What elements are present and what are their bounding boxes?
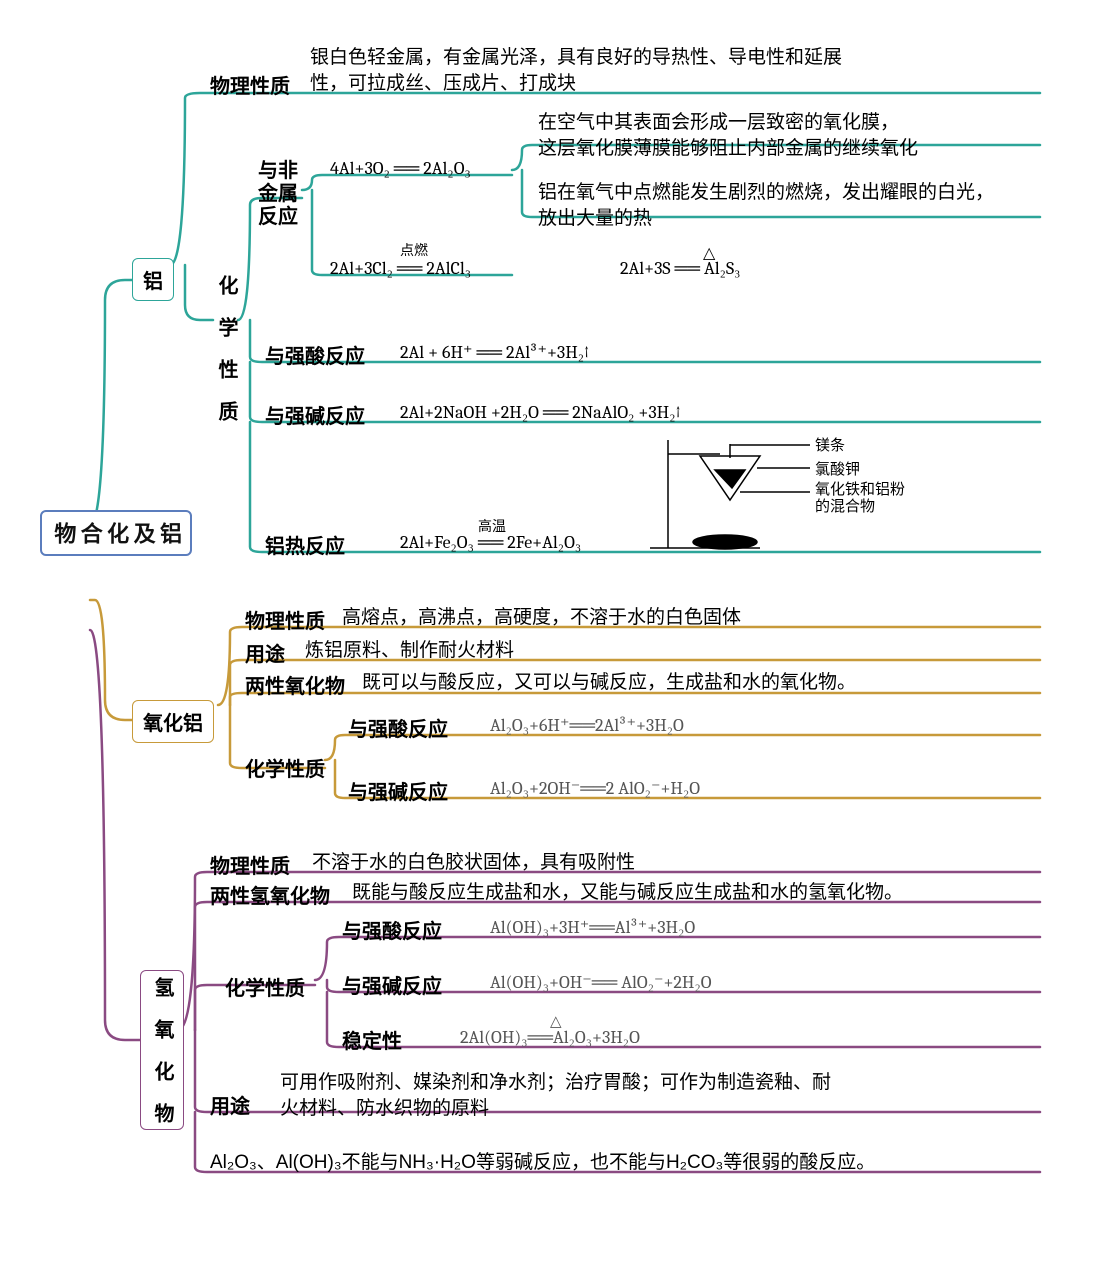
al2o3-use-text: 炼铝原料、制作耐火材料 [305,638,514,664]
al2o3-chem-label: 化学性质 [245,753,325,782]
mindmap: 铝 及 化 合 物 铝 氧化铝 氢 氧 化 物 物理性质 银白色轻金属，有金属光… [0,0,1096,1280]
root-label: 铝 及 化 合 物 [50,522,182,544]
al2o3-use-label: 用途 [245,638,285,667]
al-nonmetal-note1: 在空气中其表面会形成一层致密的氧化膜， 这层氧化膜薄膜能够阻止内部金属的继续氧化 [538,110,918,161]
al-chem-label: 化 学 性 质 [214,275,237,421]
al-phys-text: 银白色轻金属，有金属光泽，具有良好的导热性、导电性和延展 性，可拉成丝、压成片、… [310,45,842,96]
al-phys-label: 物理性质 [210,70,290,99]
aloh3-acid-eq: Al(OH)₃+3H⁺══Al³⁺+3H₂O [490,917,695,938]
thermite-kclo3: 氯酸钾 [815,460,860,480]
aloh3-phys-label: 物理性质 [210,850,290,879]
al-nonmetal-eq2: 2Al+3Cl₂ ══ 2AlCl₃ [330,258,471,279]
al-nonmetal-eq2-cond: 点燃 [400,240,428,260]
al2o3-base-eq: Al₂O₃+2OH⁻══2 AlO₂⁻+H₂O [490,778,700,799]
al2o3-ampho-label: 两性氧化物 [245,670,345,699]
al-base-label: 与强碱反应 [265,400,365,429]
thermite-apparatus-icon [650,440,810,549]
aloh3-use-label: 用途 [210,1090,250,1119]
aloh3-stable-cond: △ [550,1012,562,1030]
al-nonmetal-label: 与非 金属 反应 [258,160,298,229]
aloh3-ampho-label: 两性氢氧化物 [210,880,330,909]
aloh3-stable-eq: 2Al(OH)₃══Al₂O₃+3H₂O [460,1027,640,1048]
aloh3-ampho-text: 既能与酸反应生成盐和水，又能与碱反应生成盐和水的氢氧化物。 [352,880,903,906]
aloh3-use-text: 可用作吸附剂、媒染剂和净水剂；治疗胃酸；可作为制造瓷釉、耐 火材料、防水织物的原… [280,1070,831,1121]
al-nonmetal-eq3: 2Al+3S ══ Al₂S₃ [620,258,740,279]
thermite-mg: 镁条 [815,436,845,456]
al-nonmetal-eq3-cond: △ [703,243,715,262]
al2o3-acid-eq: Al₂O₃+6H⁺══2Al³⁺+3H₂O [490,715,684,736]
node-al: 铝 [132,258,174,301]
al2o3-phys-label: 物理性质 [245,605,325,634]
root-node: 铝 及 化 合 物 [40,510,192,556]
al2o3-base-label: 与强碱反应 [348,776,448,805]
aloh3-stable-label: 稳定性 [342,1025,402,1054]
al-nonmetal-note2: 铝在氧气中点燃能发生剧烈的燃烧，发出耀眼的白光， 放出大量的热 [538,180,994,231]
aloh3-note: Al₂O₃、Al(OH)₃不能与NH₃·H₂O等弱碱反应，也不能与H₂CO₃等很… [210,1150,875,1176]
aloh3-phys-text: 不溶于水的白色胶状固体，具有吸附性 [312,850,635,876]
al2o3-phys-text: 高熔点，高沸点，高硬度，不溶于水的白色固体 [342,605,741,631]
al-thermite-label: 铝热反应 [265,530,345,559]
al-thermite-cond: 高温 [478,516,506,536]
al2o3-ampho-text: 既可以与酸反应，又可以与碱反应，生成盐和水的氧化物。 [362,670,856,696]
thermite-mix: 氧化铁和铝粉 的混合物 [815,482,905,515]
aloh3-base-label: 与强碱反应 [342,970,442,999]
al-nonmetal-eq1: 4Al+3O₂ ══ 2Al₂O₃ [330,158,471,179]
node-aloh3: 氢 氧 化 物 [140,970,184,1130]
al-base-eq: 2Al+2NaOH +2H₂O ══ 2NaAlO₂ +3H₂↑ [400,402,681,423]
al2o3-acid-label: 与强酸反应 [348,713,448,742]
aloh3-base-eq: Al(OH)₃+OH⁻══ AlO₂⁻+2H₂O [490,972,712,993]
aloh3-chem-label: 化学性质 [225,972,305,1001]
node-al2o3: 氧化铝 [132,700,214,743]
al-acid-eq: 2Al + 6H⁺ ══ 2Al³⁺+3H₂↑ [400,342,589,363]
al-acid-label: 与强酸反应 [265,340,365,369]
aloh3-acid-label: 与强酸反应 [342,915,442,944]
